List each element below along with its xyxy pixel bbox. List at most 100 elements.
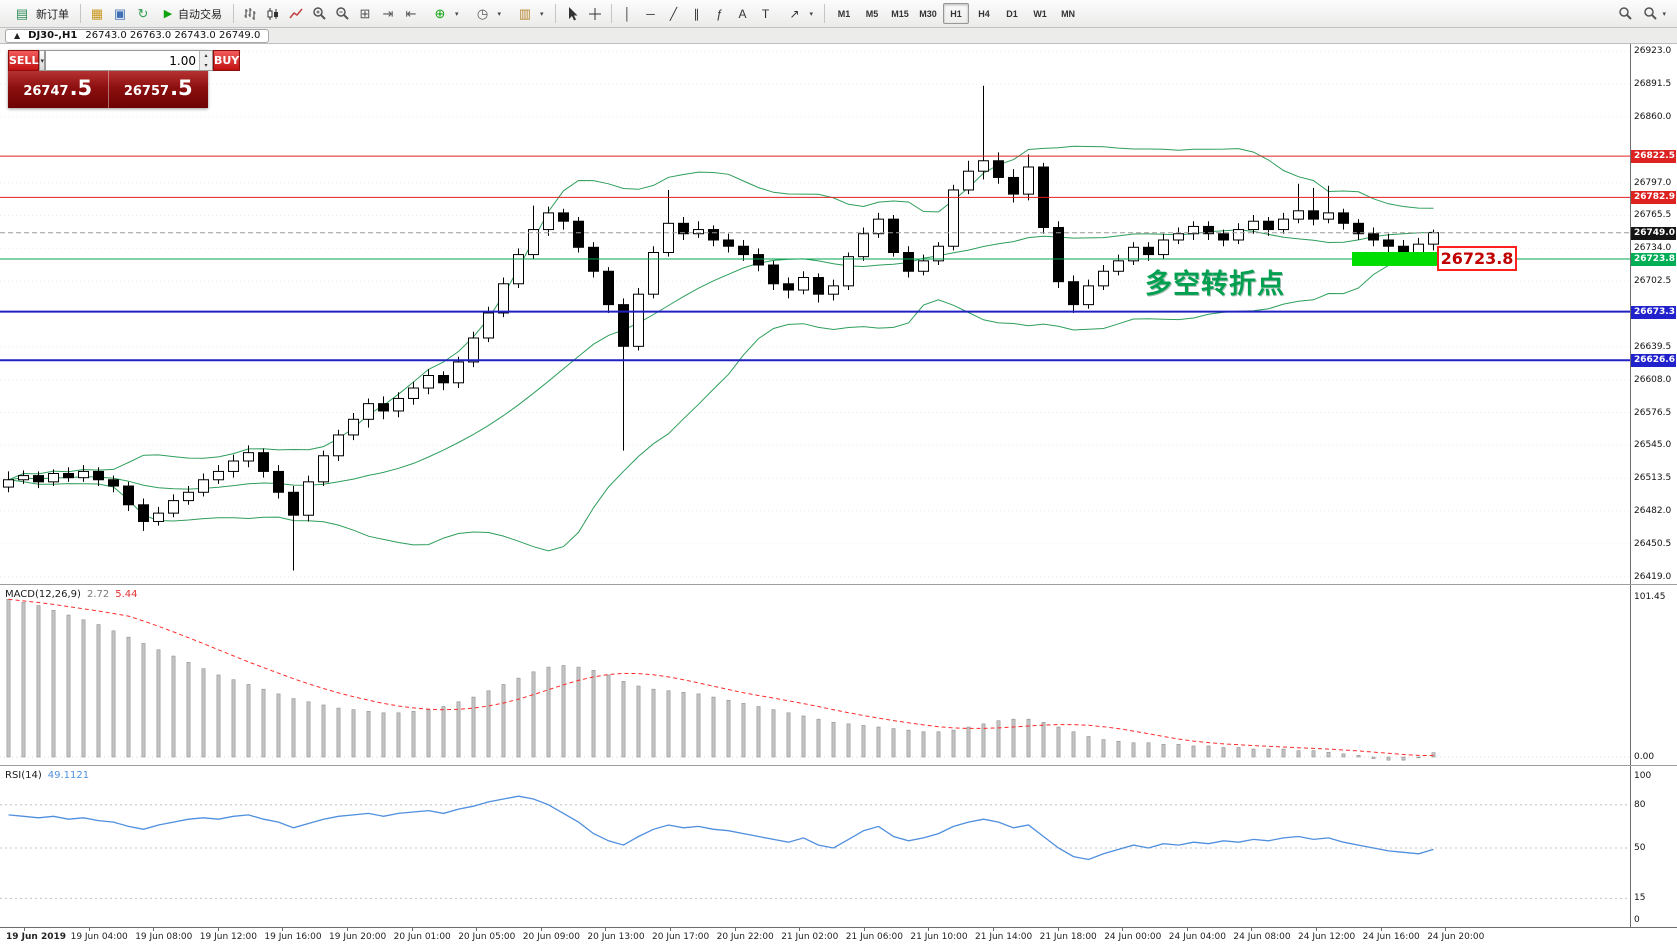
crosshair-button[interactable] xyxy=(584,3,606,25)
new-order-label: 新订单 xyxy=(36,8,69,21)
buy-price-frac: .5 xyxy=(170,76,193,100)
volume-spinner: ▴ ▾ xyxy=(198,51,212,70)
price-divider xyxy=(107,71,109,108)
timeframe-m1-button[interactable]: M1 xyxy=(831,3,857,24)
bar-chart-icon xyxy=(244,7,256,20)
timeframe-d1-button[interactable]: D1 xyxy=(999,3,1025,24)
timeframe-h1-button[interactable]: H1 xyxy=(943,3,970,24)
search-icon xyxy=(1619,7,1632,20)
volume-field: ▴ ▾ xyxy=(44,50,213,71)
volume-input[interactable] xyxy=(45,51,199,70)
chart-shift-button[interactable]: ⇤ xyxy=(400,3,422,25)
data-window-icon[interactable]: ▣ xyxy=(109,3,131,25)
zoom-in-button[interactable] xyxy=(308,3,330,25)
clock-icon: ◷ xyxy=(476,5,489,21)
sell-price-main: 26747 xyxy=(23,84,69,99)
auto-scroll-button[interactable]: ⇥ xyxy=(377,3,399,25)
new-order-button[interactable]: ▤ 新订单 xyxy=(5,2,75,26)
buy-button[interactable]: BUY xyxy=(212,50,241,71)
price-axis-column[interactable] xyxy=(1630,44,1677,927)
indicators-button[interactable]: ⊕ ▾ xyxy=(423,2,465,26)
volume-up-button[interactable]: ▴ xyxy=(199,51,212,61)
chart-title-box: ▲ DJ30-,H1 26743.0 26763.0 26743.0 26749… xyxy=(5,28,270,43)
rsi-indicator-canvas[interactable] xyxy=(0,766,1630,927)
cursor-icon xyxy=(568,6,578,20)
zoom-out-icon xyxy=(335,7,349,20)
indicators-icon: ⊕ xyxy=(434,5,446,21)
templates-button[interactable]: ▥ ▾ xyxy=(508,2,550,26)
text-button[interactable]: A xyxy=(732,3,754,25)
chart-symbol-period: DJ30-,H1 xyxy=(28,30,78,41)
candlestick-chart-icon xyxy=(267,7,278,20)
template-icon: ▥ xyxy=(518,5,532,21)
highlighted-price-tag: 26723.8 xyxy=(1437,246,1517,271)
sell-price[interactable]: 26747 .5 xyxy=(8,71,108,108)
crosshair-icon xyxy=(588,7,601,20)
macd-main-value: 2.72 xyxy=(86,589,110,600)
text-label-button[interactable]: T xyxy=(755,3,777,25)
buy-price-main: 26757 xyxy=(123,84,170,99)
buy-price[interactable]: 26757 .5 xyxy=(109,71,209,108)
chevron-down-icon: ▾ xyxy=(540,10,544,18)
horizontal-line-button[interactable]: ─ xyxy=(640,3,662,25)
toolbar-separator xyxy=(824,4,826,23)
timeframe-m5-button[interactable]: M5 xyxy=(859,3,885,24)
volume-preset-dropdown[interactable]: ▾ xyxy=(39,50,45,71)
toolbar-separator xyxy=(610,4,612,23)
autotrading-label: 自动交易 xyxy=(178,8,222,21)
profiles-icon[interactable]: ▦ xyxy=(86,3,108,25)
chart-ohlc-values: 26743.0 26763.0 26743.0 26749.0 xyxy=(85,30,261,41)
macd-splitter[interactable] xyxy=(0,584,1677,585)
rsi-value: 49.1121 xyxy=(47,770,90,781)
rsi-title: RSI(14) xyxy=(5,770,42,781)
trade-controls-row: SELL ▾ ▴ ▾ BUY xyxy=(8,50,241,71)
chevron-down-icon: ▾ xyxy=(497,10,502,18)
equidistant-channel-button[interactable]: ∥ xyxy=(686,3,708,25)
timeframe-h4-button[interactable]: H4 xyxy=(971,3,997,24)
bar-chart-button[interactable] xyxy=(239,3,261,25)
zoom-out-button[interactable] xyxy=(331,3,353,25)
periods-button[interactable]: ◷ ▾ xyxy=(466,2,508,26)
trade-prices-row: 26747 .5 26757 .5 xyxy=(8,71,208,108)
cursor-button[interactable] xyxy=(561,3,583,25)
toolbar-separator xyxy=(233,4,234,23)
chevron-down-icon: ▾ xyxy=(455,10,459,18)
fibonacci-button[interactable]: ƒ xyxy=(709,3,731,25)
vertical-line-button[interactable]: │ xyxy=(617,3,639,25)
trendline-button[interactable]: ╱ xyxy=(663,3,685,25)
macd-indicator-canvas[interactable] xyxy=(0,585,1630,765)
rsi-header: RSI(14) 49.1121 xyxy=(5,770,89,781)
timeframe-m30-button[interactable]: M30 xyxy=(915,3,941,24)
symbol-search-button[interactable]: ▾ xyxy=(1637,2,1672,26)
rsi-splitter[interactable] xyxy=(0,765,1677,766)
arrow-icon: ↗ xyxy=(789,6,800,21)
symbol-search-icon xyxy=(1644,7,1658,20)
arrows-button[interactable]: ↗ ▾ xyxy=(778,2,820,26)
main-toolbar: ▤ 新订单 ▦ ▣ ↻ ▶ 自动交易 ⊞ ⇥ ⇤ ⊕ ▾ xyxy=(0,0,1677,28)
chart-annotation-text: 多空转折点 xyxy=(1145,269,1285,300)
macd-header: MACD(12,26,9) 2.72 5.44 xyxy=(5,589,137,600)
time-axis[interactable] xyxy=(0,927,1677,947)
chart-caption-bar: ▲ DJ30-,H1 26743.0 26763.0 26743.0 26749… xyxy=(0,28,1677,44)
autotrading-button[interactable]: ▶ 自动交易 xyxy=(155,2,228,26)
volume-down-button[interactable]: ▾ xyxy=(199,60,212,70)
sell-price-frac: .5 xyxy=(69,76,93,100)
chevron-down-icon: ▾ xyxy=(1662,10,1666,18)
price-chart-canvas[interactable] xyxy=(0,44,1630,584)
macd-title: MACD(12,26,9) xyxy=(5,589,81,600)
search-button[interactable] xyxy=(1614,3,1636,25)
chevron-down-icon: ▾ xyxy=(809,10,814,18)
tile-windows-button[interactable]: ⊞ xyxy=(354,3,376,25)
candlestick-chart-button[interactable] xyxy=(262,3,284,25)
one-click-collapse-icon[interactable]: ▲ xyxy=(14,31,21,40)
timeframe-group: M1 M5 M15 M30 H1 H4 D1 W1 MN xyxy=(830,3,1082,24)
line-chart-icon xyxy=(289,8,303,18)
timeframe-w1-button[interactable]: W1 xyxy=(1027,3,1053,24)
zoom-in-icon xyxy=(312,7,326,20)
timeframe-m15-button[interactable]: M15 xyxy=(887,3,913,24)
sell-button[interactable]: SELL xyxy=(8,50,40,71)
navigator-icon[interactable]: ↻ xyxy=(132,3,154,25)
timeframe-mn-button[interactable]: MN xyxy=(1055,3,1081,24)
line-chart-button[interactable] xyxy=(285,3,307,25)
